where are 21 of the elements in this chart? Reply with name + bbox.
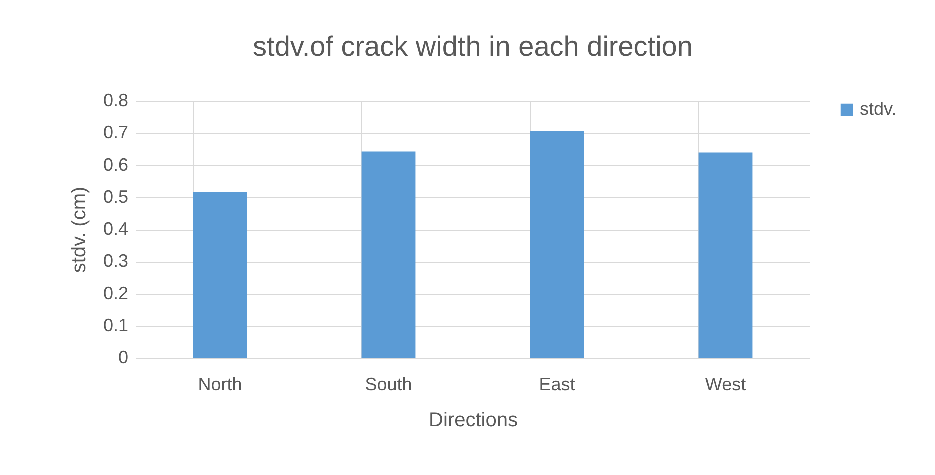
y-tick-label: 0.2 [103,283,128,304]
y-tick-label: 0.7 [103,122,128,143]
x-tick-label: North [198,374,242,394]
x-axis-title: Directions [429,410,518,432]
bar [193,192,248,358]
y-tick-label: 0.6 [103,154,128,175]
bar [362,152,416,358]
y-tick-label: 0.4 [103,219,128,239]
y-tick-label: 0.1 [103,315,128,336]
x-tick-label: West [705,374,746,394]
y-tick-label: 0.8 [103,90,128,110]
y-axis-title: stdv. (cm) [68,186,90,274]
y-tick-label: 0.3 [103,251,128,272]
y-tick-label: 0 [118,348,128,368]
bar [530,131,584,358]
x-tick-label: South [365,374,412,394]
bar [698,152,753,358]
x-tick-label: East [539,374,576,394]
legend-label: stdv. [860,99,897,119]
chart-title: stdv.of crack width in each direction [253,31,693,62]
y-tick-label: 0.5 [103,186,128,207]
